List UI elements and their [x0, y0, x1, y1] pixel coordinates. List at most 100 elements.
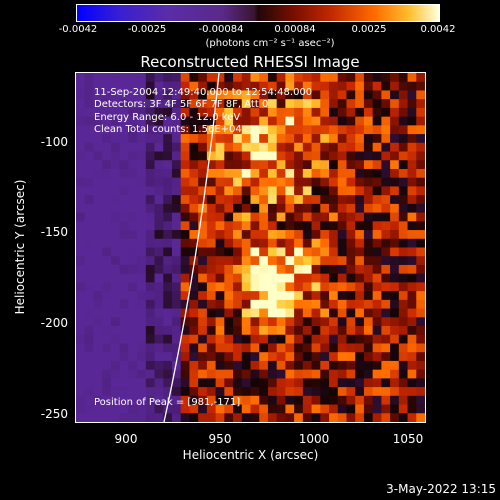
heatmap-pixel: [276, 73, 286, 83]
heatmap-pixel: [355, 238, 365, 249]
heatmap-pixel: [276, 308, 286, 318]
heatmap-pixel: [276, 326, 286, 336]
heatmap-pixel: [346, 116, 356, 126]
heatmap-pixel: [250, 125, 260, 135]
heatmap-pixel: [276, 230, 286, 240]
heatmap-pixel: [311, 378, 321, 388]
heatmap-pixel: [224, 247, 234, 257]
heatmap-pixel: [119, 352, 129, 362]
heatmap-pixel: [110, 273, 121, 283]
heatmap-pixel: [302, 352, 313, 362]
heatmap-pixel: [416, 168, 425, 179]
heatmap-pixel: [76, 299, 86, 310]
heatmap-pixel: [390, 247, 400, 257]
heatmap-pixel: [285, 73, 295, 83]
heatmap-pixel: [233, 73, 243, 83]
heatmap-pixel: [189, 160, 199, 170]
heatmap-pixel: [320, 326, 330, 336]
heatmap-pixel: [363, 378, 374, 388]
heatmap-pixel: [302, 404, 313, 414]
heatmap-pixel: [346, 282, 356, 292]
heatmap-pixel: [180, 413, 191, 422]
heatmap-pixel: [84, 334, 95, 345]
heatmap-pixel: [102, 90, 112, 100]
heatmap-pixel: [163, 212, 173, 222]
heatmap-pixel: [171, 195, 182, 205]
heatmap-pixel: [259, 81, 269, 92]
heatmap-pixel: [311, 160, 321, 170]
heatmap-pixel: [355, 395, 365, 406]
heatmap-pixel: [171, 134, 182, 144]
heatmap-pixel: [215, 177, 225, 188]
heatmap-pixel: [180, 256, 191, 266]
heatmap-pixel: [84, 247, 95, 257]
heatmap-pixel: [390, 256, 400, 266]
heatmap-pixel: [110, 99, 121, 109]
heatmap-pixel: [224, 256, 234, 266]
heatmap-pixel: [311, 360, 321, 371]
heatmap-pixel: [337, 291, 348, 301]
heatmap-pixel: [128, 378, 138, 388]
heatmap-pixel: [276, 81, 286, 92]
heatmap-pixel: [145, 369, 156, 379]
heatmap-pixel: [407, 73, 417, 83]
heatmap-pixel: [259, 195, 269, 205]
heatmap-pixel: [302, 125, 313, 135]
heatmap-pixel: [355, 282, 365, 292]
heatmap-pixel: [381, 99, 391, 109]
heatmap-pixel: [363, 282, 374, 292]
heatmap-pixel: [250, 107, 260, 118]
heatmap-pixel: [285, 378, 295, 388]
heatmap-pixel: [398, 151, 409, 161]
heatmap-pixel: [346, 160, 356, 170]
heatmap-pixel: [189, 134, 199, 144]
heatmap-pixel: [329, 212, 339, 222]
heatmap-pixel: [198, 90, 208, 100]
heatmap-pixel: [398, 125, 409, 135]
heatmap-pixel: [285, 186, 295, 196]
heatmap-pixel: [189, 326, 199, 336]
heatmap-pixel: [355, 413, 365, 422]
heatmap-pixel: [416, 73, 425, 83]
heatmap-pixel: [206, 413, 217, 422]
heatmap-pixel: [241, 404, 252, 414]
heatmap-pixel: [76, 282, 86, 292]
heatmap-pixel: [137, 282, 147, 292]
heatmap-pixel: [233, 125, 243, 135]
heatmap-pixel: [84, 291, 95, 301]
heatmap-pixel: [93, 387, 103, 397]
heatmap-pixel: [154, 212, 164, 222]
heatmap-pixel: [320, 378, 330, 388]
heatmap-pixel: [110, 238, 121, 249]
x-tick: 1000: [298, 432, 330, 446]
heatmap-pixel: [154, 299, 164, 310]
heatmap-pixel: [276, 299, 286, 310]
heatmap-pixel: [76, 142, 86, 153]
heatmap-pixel: [267, 99, 278, 109]
heatmap-pixel: [171, 99, 182, 109]
heatmap-pixel: [285, 334, 295, 345]
heatmap-pixel: [320, 186, 330, 196]
heatmap-pixel: [355, 230, 365, 240]
heatmap-pixel: [363, 334, 374, 345]
heatmap-pixel: [250, 308, 260, 318]
heatmap-pixel: [110, 116, 121, 126]
heatmap-pixel: [241, 413, 252, 422]
heatmap-pixel: [294, 177, 304, 188]
heatmap-pixel: [302, 291, 313, 301]
peak-position: Position of Peak = [981,-171]: [94, 397, 241, 408]
heatmap-pixel: [416, 221, 425, 231]
heatmap-pixel: [233, 360, 243, 371]
heatmap-pixel: [241, 387, 252, 397]
heatmap-pixel: [137, 107, 147, 118]
heatmap-pixel: [163, 160, 173, 170]
heatmap-pixel: [285, 308, 295, 318]
heatmap-pixel: [294, 238, 304, 249]
heatmap-pixel: [241, 378, 252, 388]
heatmap-pixel: [285, 352, 295, 362]
heatmap-pixel: [276, 264, 286, 275]
heatmap-pixel: [215, 134, 225, 144]
heatmap-pixel: [407, 387, 417, 397]
heatmap-pixel: [337, 186, 348, 196]
heatmap-pixel: [285, 360, 295, 371]
